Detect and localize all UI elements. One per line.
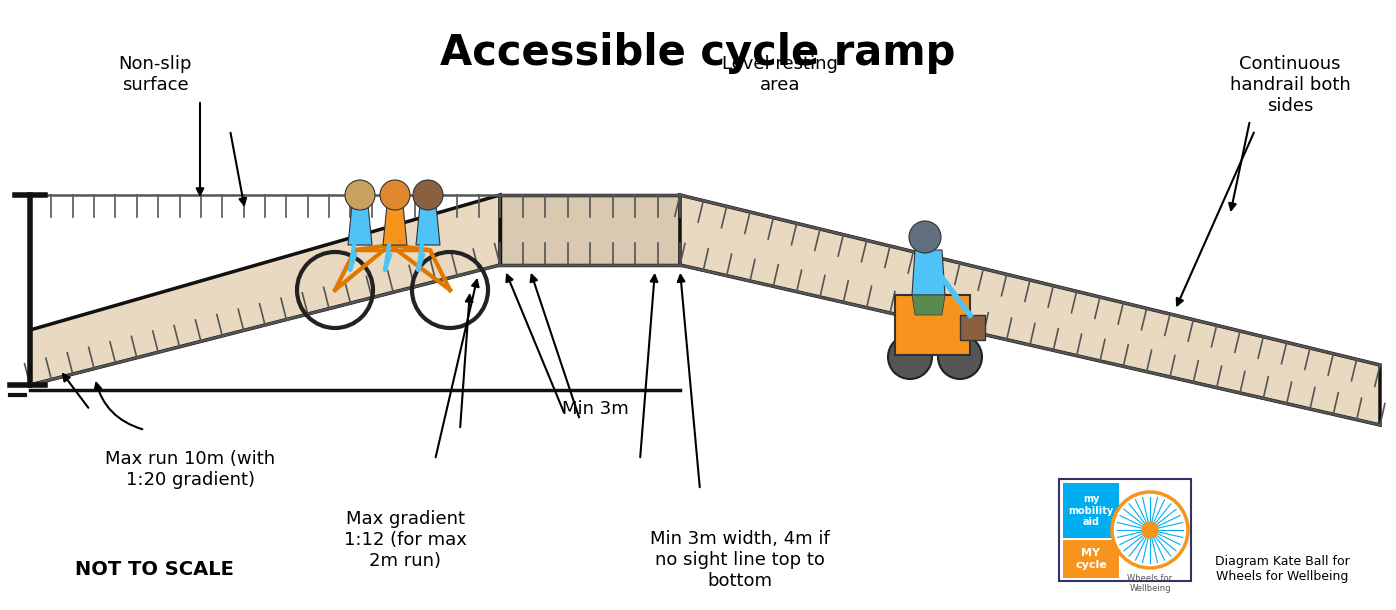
FancyBboxPatch shape bbox=[1060, 479, 1191, 581]
Polygon shape bbox=[383, 205, 408, 245]
Text: Continuous
handrail both
sides: Continuous handrail both sides bbox=[1230, 55, 1350, 115]
Text: Max gradient
1:12 (for max
2m run): Max gradient 1:12 (for max 2m run) bbox=[343, 510, 466, 570]
Circle shape bbox=[345, 180, 376, 210]
Circle shape bbox=[909, 221, 941, 253]
Polygon shape bbox=[348, 205, 371, 245]
Text: Accessible cycle ramp: Accessible cycle ramp bbox=[440, 32, 956, 74]
Circle shape bbox=[413, 180, 443, 210]
FancyBboxPatch shape bbox=[1062, 540, 1120, 578]
Circle shape bbox=[1113, 492, 1188, 568]
Text: MY
cycle: MY cycle bbox=[1075, 548, 1107, 570]
Polygon shape bbox=[416, 205, 440, 245]
Polygon shape bbox=[912, 250, 945, 295]
Polygon shape bbox=[895, 295, 970, 355]
Circle shape bbox=[888, 335, 933, 379]
Text: Wheels for
Wellbeing: Wheels for Wellbeing bbox=[1128, 574, 1173, 594]
Polygon shape bbox=[912, 295, 945, 315]
Text: Min 3m width, 4m if
no sight line top to
bottom: Min 3m width, 4m if no sight line top to… bbox=[651, 530, 829, 590]
Text: my
mobility
aid: my mobility aid bbox=[1068, 494, 1114, 527]
Polygon shape bbox=[500, 195, 680, 265]
Circle shape bbox=[380, 180, 410, 210]
Text: Max run 10m (with
1:20 gradient): Max run 10m (with 1:20 gradient) bbox=[105, 450, 275, 489]
FancyBboxPatch shape bbox=[1062, 483, 1120, 538]
Text: Non-slip
surface: Non-slip surface bbox=[119, 55, 191, 94]
Text: Level resting
area: Level resting area bbox=[722, 55, 838, 94]
Text: NOT TO SCALE: NOT TO SCALE bbox=[75, 560, 235, 579]
Text: Min 3m: Min 3m bbox=[561, 400, 628, 418]
Text: Diagram Kate Ball for
Wheels for Wellbeing: Diagram Kate Ball for Wheels for Wellbei… bbox=[1215, 555, 1350, 583]
Circle shape bbox=[1142, 522, 1159, 538]
Polygon shape bbox=[960, 315, 986, 340]
Polygon shape bbox=[29, 195, 500, 385]
Circle shape bbox=[938, 335, 981, 379]
Polygon shape bbox=[680, 195, 1381, 425]
